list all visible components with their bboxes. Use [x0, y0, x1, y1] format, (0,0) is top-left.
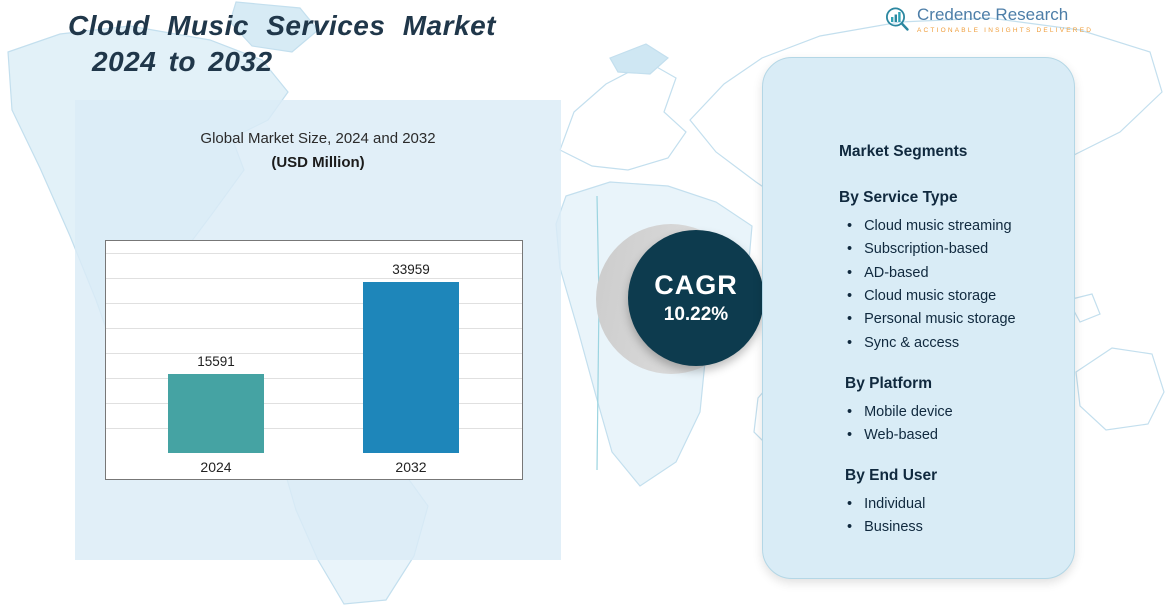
x-axis-label-2032: 2032	[395, 459, 427, 475]
list-item: Business	[839, 518, 1056, 537]
list-item: Sync & access	[839, 334, 1056, 353]
cagr-circle: CAGR 10.22%	[628, 230, 764, 366]
segment-heading-service-type: By Service Type	[839, 189, 958, 206]
market-segments-panel: Market Segments By Service Type Cloud mu…	[762, 57, 1075, 579]
segment-list-service-type: Cloud music streaming Subscription-based…	[839, 217, 1056, 353]
bar-group-2024: 15591	[168, 251, 264, 453]
list-item: Web-based	[839, 426, 1056, 445]
chart-title: Global Market Size, 2024 and 2032	[200, 130, 436, 147]
x-axis-label-2024: 2024	[200, 459, 232, 475]
bar-value-2032: 33959	[392, 261, 430, 277]
bar-2032	[363, 281, 459, 453]
page-title-line1: Cloud Music Services Market	[68, 10, 496, 41]
segment-group-platform: By Platform Mobile device Web-based	[839, 375, 1056, 445]
page-title-line2: 2024 to 2032	[92, 46, 273, 78]
bar-value-2024: 15591	[197, 354, 235, 370]
bar-2024	[168, 374, 264, 453]
chart-header: Global Market Size, 2024 and 2032 (USD M…	[75, 130, 561, 171]
list-item: Cloud music streaming	[839, 217, 1056, 236]
cagr-label: CAGR	[654, 270, 738, 300]
chart-subtitle: (USD Million)	[271, 154, 365, 171]
cagr-value: 10.22%	[663, 304, 729, 325]
page-title: Cloud Music Services Market 2024 to 2032	[68, 8, 496, 81]
list-item: Mobile device	[839, 403, 1056, 422]
segment-heading-end-user: By End User	[845, 466, 938, 484]
list-item: Subscription-based	[839, 240, 1056, 259]
logo-chart-magnifier-icon	[885, 7, 909, 31]
bar-group-2032: 33959	[363, 251, 459, 453]
segment-list-platform: Mobile device Web-based	[839, 403, 1056, 445]
list-item: Cloud music storage	[839, 287, 1056, 306]
bar-chart: 15591 33959 2024 2032	[105, 240, 523, 480]
segment-list-end-user: Individual Business	[839, 495, 1056, 537]
list-item: AD-based	[839, 264, 1056, 283]
segment-group-service-type: By Service Type Cloud music streaming Su…	[839, 189, 1056, 353]
list-item: Personal music storage	[839, 310, 1056, 329]
logo-name: Credence Research	[917, 5, 1069, 24]
list-item: Individual	[839, 495, 1056, 514]
logo-tagline: Actionable Insights Delivered	[917, 26, 1094, 34]
cagr-badge: CAGR 10.22%	[596, 222, 768, 382]
credence-research-logo: Credence Research Actionable Insights De…	[884, 5, 1094, 34]
segments-title: Market Segments	[839, 143, 968, 160]
segment-group-end-user: By End User Individual Business	[839, 467, 1056, 537]
segment-heading-platform: By Platform	[845, 374, 932, 392]
logo-text-block: Credence Research Actionable Insights De…	[917, 5, 1094, 34]
chart-panel: Global Market Size, 2024 and 2032 (USD M…	[75, 100, 561, 560]
